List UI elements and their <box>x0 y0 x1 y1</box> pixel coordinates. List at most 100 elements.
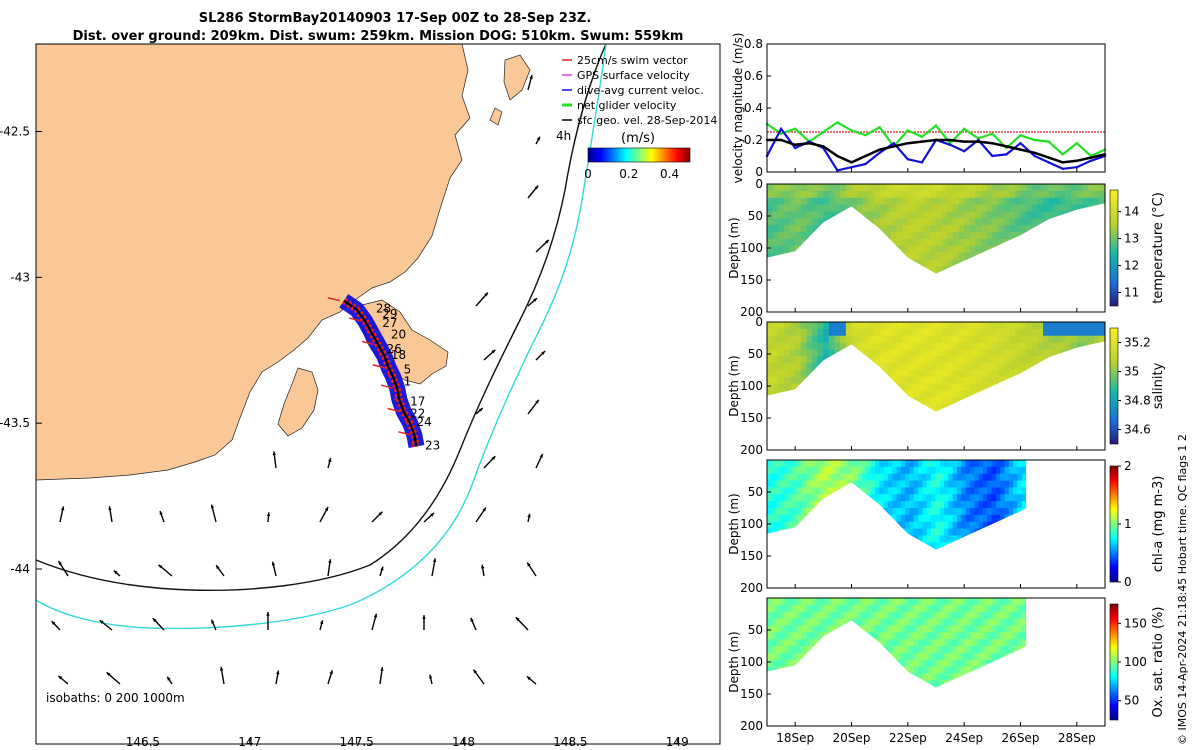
chl-cell <box>987 501 993 509</box>
chl-cell <box>952 466 958 475</box>
temperature-cell <box>952 245 960 254</box>
day-label: 5 <box>404 363 412 377</box>
oxygen-colorbar-tick: 150 <box>1124 616 1147 630</box>
chl-cell <box>827 466 833 475</box>
chl-cell <box>922 508 928 516</box>
oxygen-cell <box>900 625 906 633</box>
temperature-cell <box>969 184 976 192</box>
oxygen-cell <box>939 598 945 606</box>
temperature-cell <box>1037 184 1044 192</box>
oxygen-cell <box>1021 618 1027 626</box>
chl-cell <box>939 480 945 488</box>
velocity-point <box>808 142 811 145</box>
temperature-cell <box>997 232 1005 240</box>
salinity-cell <box>1009 363 1016 371</box>
temperature-cell <box>907 245 914 254</box>
salinity-cell <box>1093 335 1100 344</box>
swim-vector <box>372 364 385 369</box>
salinity-cell <box>817 342 824 350</box>
chl-cell <box>965 487 971 495</box>
salinity-cell <box>1037 356 1044 364</box>
oxygen-cell <box>948 618 954 626</box>
chl-cell <box>982 487 988 495</box>
chl-cell <box>1004 466 1010 475</box>
salinity-cell <box>1014 328 1021 337</box>
temperature-cell <box>902 197 909 206</box>
salinity-cell <box>857 322 864 330</box>
chl-cell <box>814 460 820 468</box>
chl-cell <box>896 508 902 516</box>
chl-cell <box>874 473 880 482</box>
temperature-cell <box>1054 197 1061 206</box>
temperature-cell <box>1031 197 1038 206</box>
oxygen-cell <box>767 659 772 668</box>
salinity-cell <box>981 376 988 385</box>
chl-cell <box>779 480 785 488</box>
chl-cell <box>965 528 971 536</box>
temperature-cell <box>1003 197 1010 206</box>
salinity-cell <box>964 356 971 364</box>
chl-cell <box>1021 466 1027 475</box>
temperature-cell <box>868 190 875 199</box>
chl-cell <box>909 528 915 536</box>
oxygen-cell <box>978 611 984 620</box>
salinity-cell <box>767 322 774 330</box>
chl-cell <box>931 508 936 516</box>
oxygen-cell <box>814 625 820 633</box>
temperature-cell <box>890 190 898 199</box>
salinity-cell <box>1043 335 1050 344</box>
oxygen-cell <box>900 632 906 640</box>
oxygen-cell <box>896 611 902 620</box>
salinity-cell <box>947 376 954 385</box>
temperature-cell <box>919 259 926 267</box>
oxygen-cell <box>805 632 811 640</box>
temperature-cell <box>772 184 779 192</box>
temperature-cell <box>812 225 819 233</box>
salinity-cell <box>1009 335 1016 344</box>
chl-cell <box>944 501 949 509</box>
oxygen-cell <box>887 639 893 647</box>
figure-title: SL286 StormBay20140903 17-Sep 00Z to 28-… <box>199 11 592 26</box>
oxygen-cell <box>831 598 837 606</box>
chl-cell <box>913 514 919 523</box>
oxygen-cell <box>814 618 820 626</box>
oxygen-cell <box>779 632 785 640</box>
chl-cell <box>896 494 902 502</box>
chl-cell <box>939 514 945 523</box>
temperature-colorbar-tick: 13 <box>1124 232 1139 246</box>
temperature-cell <box>890 238 898 247</box>
salinity-cell <box>913 342 920 350</box>
oxygen-cell <box>896 604 902 613</box>
oxygen-cell <box>952 625 958 633</box>
chl-cell <box>922 521 928 530</box>
temperature-cell <box>919 252 926 260</box>
salinity-cell <box>992 376 999 385</box>
chl-cell <box>857 480 863 488</box>
temperature-cell <box>1099 190 1105 199</box>
oxygen-cell <box>788 659 794 668</box>
oxygen-cell <box>801 598 807 606</box>
day-label: 28 <box>376 301 391 315</box>
salinity-cell <box>992 363 999 371</box>
velocity-point <box>962 150 966 153</box>
temperature-cell <box>975 211 982 219</box>
temperature-cell <box>1048 204 1055 212</box>
chl-cell <box>1017 460 1023 468</box>
chl-cell <box>991 508 997 516</box>
salinity-cell <box>823 328 830 337</box>
temperature-cell <box>919 245 926 254</box>
temperature-cell <box>924 197 931 206</box>
salinity-cell <box>783 335 791 344</box>
chl-cell <box>926 501 932 509</box>
salinity-cell <box>1043 342 1050 350</box>
oxygen-cell <box>939 680 945 688</box>
salinity-cell <box>947 342 954 350</box>
temperature-cell <box>981 190 988 199</box>
oxygen-cell <box>900 598 906 606</box>
salinity-cell <box>862 349 869 357</box>
salinity-cell <box>1014 335 1021 344</box>
chl-cell <box>823 480 828 488</box>
oxygen-ylabel: Depth (m) <box>727 631 741 692</box>
salinity-cell <box>964 328 971 337</box>
chl-cell <box>982 501 988 509</box>
